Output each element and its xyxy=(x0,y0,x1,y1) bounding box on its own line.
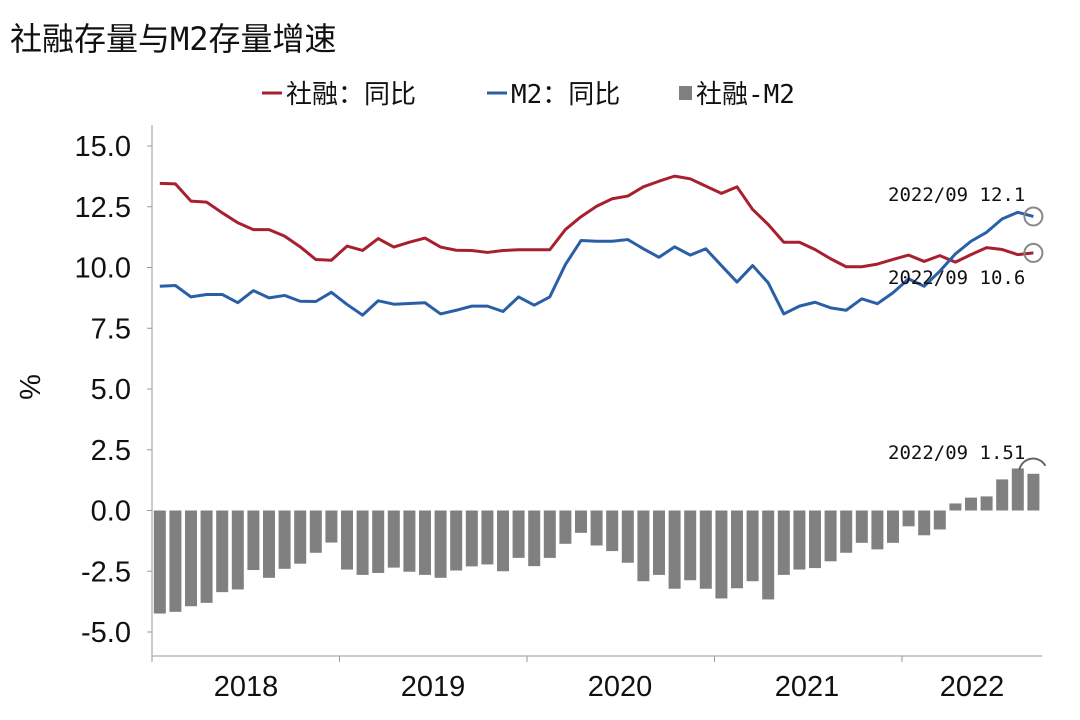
bar xyxy=(309,510,322,553)
y-axis-label: % xyxy=(15,374,47,400)
y-tick-label: 2.5 xyxy=(91,435,131,467)
bar xyxy=(824,510,837,562)
highlight-arc xyxy=(1018,457,1047,471)
bar xyxy=(434,510,447,578)
bar xyxy=(871,510,884,550)
bar xyxy=(169,510,182,612)
bar xyxy=(403,510,416,572)
bar xyxy=(231,510,244,590)
legend-swatch-spread xyxy=(679,86,692,100)
bar xyxy=(965,497,977,511)
bar xyxy=(902,510,915,527)
bar xyxy=(200,510,213,603)
series-line-m2 xyxy=(159,210,1034,317)
bar xyxy=(746,510,759,582)
bar xyxy=(840,510,853,553)
bar xyxy=(575,510,587,533)
bar xyxy=(528,510,541,567)
bar xyxy=(777,510,790,575)
bar xyxy=(481,510,494,565)
bar xyxy=(933,510,946,530)
bar xyxy=(450,510,463,571)
y-tick-label: 0.0 xyxy=(91,496,131,528)
bar xyxy=(543,510,556,558)
bar xyxy=(684,510,697,581)
y-tick-label: 7.5 xyxy=(91,313,131,345)
bar xyxy=(356,510,369,575)
annotation-spread: 2022/09 1.51 xyxy=(888,442,1025,464)
series-line-social-financing xyxy=(159,174,1034,269)
bar xyxy=(715,510,728,599)
x-tick-label: 2021 xyxy=(775,671,840,703)
bar xyxy=(637,510,650,582)
bar xyxy=(855,510,868,543)
bar xyxy=(809,510,821,569)
bar xyxy=(185,510,197,607)
bar xyxy=(559,510,572,544)
bar xyxy=(419,510,431,575)
bar xyxy=(497,510,509,572)
x-tick-label: 2018 xyxy=(214,671,279,703)
bar xyxy=(918,510,931,536)
x-tick-label: 2019 xyxy=(401,671,466,703)
bar xyxy=(996,479,1009,511)
bar xyxy=(980,496,993,511)
highlight-circle xyxy=(1023,242,1044,263)
y-tick-label: 10.0 xyxy=(75,253,131,285)
legend-label-m2: M2：同比 xyxy=(511,80,620,110)
bar xyxy=(153,510,166,614)
bar xyxy=(465,510,478,567)
annotation-social-financing: 2022/09 10.6 xyxy=(888,267,1025,289)
bar xyxy=(387,510,400,568)
y-tick-label: 5.0 xyxy=(91,374,131,406)
bar xyxy=(341,510,353,570)
bar xyxy=(1011,468,1024,511)
bar xyxy=(512,510,525,558)
bar xyxy=(762,510,775,600)
bar xyxy=(247,510,260,571)
bar xyxy=(653,510,665,575)
annotation-m2: 2022/09 12.1 xyxy=(888,184,1025,206)
bar xyxy=(887,510,899,543)
bar xyxy=(294,510,307,564)
legend-label-spread: 社融-M2 xyxy=(696,80,795,110)
chart-title: 社融存量与M2存量增速 xyxy=(10,20,337,58)
y-tick-label: 15.0 xyxy=(75,131,131,163)
highlight-circle xyxy=(1023,206,1044,227)
bar xyxy=(590,510,603,546)
bar xyxy=(216,510,229,593)
bar xyxy=(325,510,338,543)
bar xyxy=(1027,473,1040,511)
legend-label-social-financing: 社融：同比 xyxy=(286,80,416,110)
bar xyxy=(606,510,619,552)
bar xyxy=(949,503,962,511)
bar xyxy=(278,510,291,569)
bar xyxy=(263,510,275,578)
x-tick-label: 2020 xyxy=(588,671,653,703)
y-tick-label: -2.5 xyxy=(81,556,131,588)
y-tick-label: -5.0 xyxy=(81,617,131,649)
bar xyxy=(668,510,681,589)
bar xyxy=(621,510,634,563)
x-tick-label: 2022 xyxy=(940,671,1005,703)
bar xyxy=(793,510,806,570)
bar xyxy=(699,510,712,589)
bar xyxy=(372,510,385,573)
y-tick-label: 12.5 xyxy=(75,192,131,224)
bar xyxy=(731,510,743,589)
